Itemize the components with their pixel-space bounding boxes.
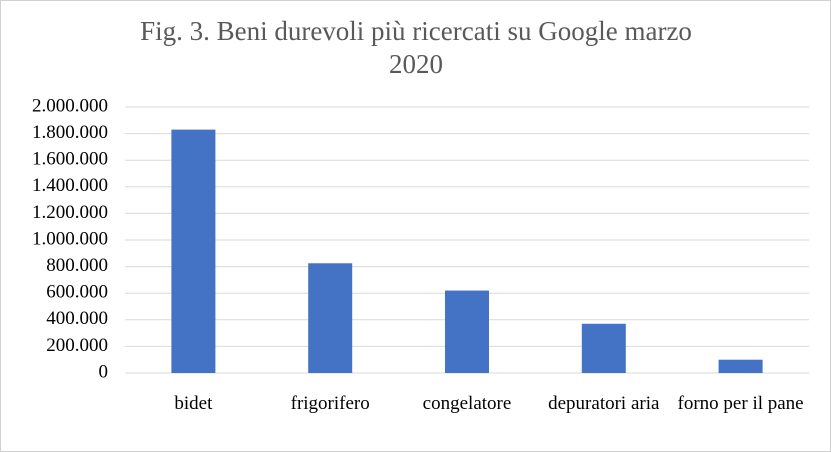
y-tick-label: 1.600.000 bbox=[32, 149, 108, 170]
y-tick-label: 1.400.000 bbox=[32, 175, 108, 196]
x-tick-label: congelatore bbox=[422, 393, 512, 414]
bar bbox=[171, 129, 216, 373]
bar bbox=[718, 359, 763, 373]
y-tick-label: 1.200.000 bbox=[32, 202, 108, 223]
y-tick-label: 800.000 bbox=[46, 255, 108, 276]
bar bbox=[581, 323, 626, 373]
y-tick-label: 400.000 bbox=[46, 308, 108, 329]
y-tick-label: 0 bbox=[99, 361, 109, 382]
y-tick-label: 2.000.000 bbox=[32, 95, 108, 116]
x-tick-label: depuratori aria bbox=[548, 393, 660, 414]
y-tick-label: 1.000.000 bbox=[32, 228, 108, 249]
x-tick-label: bidet bbox=[174, 393, 213, 414]
y-tick-label: 600.000 bbox=[46, 282, 108, 303]
bar bbox=[445, 290, 489, 373]
x-tick-label: forno per il pane bbox=[677, 393, 804, 414]
x-tick-label: frigorifero bbox=[290, 393, 370, 414]
chart-title: Fig. 3. Beni durevoli più ricercati su G… bbox=[140, 16, 692, 79]
bar bbox=[308, 263, 353, 373]
y-tick-label: 1.800.000 bbox=[32, 122, 108, 143]
y-tick-label: 200.000 bbox=[46, 335, 108, 356]
